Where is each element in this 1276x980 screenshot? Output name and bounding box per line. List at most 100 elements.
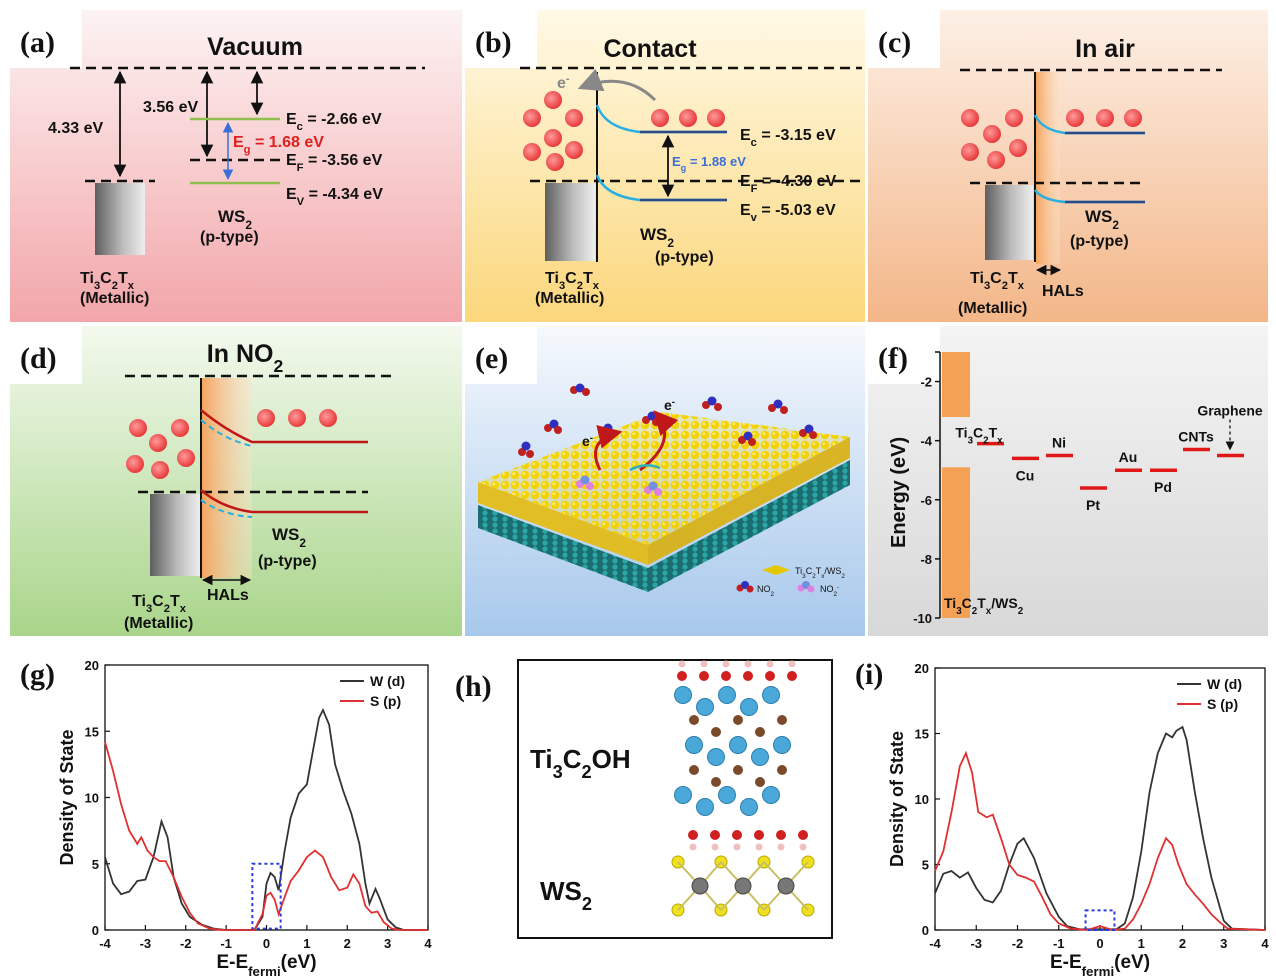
c-atom <box>777 715 787 725</box>
panel-b: (b) Contact Eg = 1.88 eV Ec = -3.15 eV E… <box>465 10 865 322</box>
ws2-structure <box>671 855 815 917</box>
slab-layer <box>478 482 648 565</box>
no2-molecule <box>518 441 534 458</box>
material-label-4: Au <box>1119 449 1138 465</box>
c-atom <box>711 777 721 787</box>
ec-value: Ec = -2.66 eV <box>286 111 382 133</box>
electron-dot <box>171 419 189 437</box>
energy-tick-label: -4 <box>920 434 932 449</box>
x-tick-label: 3 <box>1220 936 1227 951</box>
no2-minus-legend-swatch <box>797 581 815 593</box>
slab-front-right-side <box>648 460 850 592</box>
c-atom <box>733 715 743 725</box>
x-tick-label: -3 <box>140 936 152 951</box>
panel-label-box <box>868 10 940 68</box>
ef-value: EF = -3.56 eV <box>286 152 383 174</box>
energy-tick-label: -6 <box>920 493 932 508</box>
panel-c: (c) In air HALs WS2 (p-type) Ti3C2Tx (Me… <box>868 10 1268 322</box>
hal-region <box>202 378 252 578</box>
panel-a: (a) Vacuum 4.33 eV Ti3C2Tx (Metallic) 3.… <box>10 10 462 322</box>
panel-h: (h) Ti3C2OH WS2 <box>455 659 833 939</box>
bent-conduction-curve <box>595 104 727 134</box>
material-label-6: CNTs <box>1178 429 1214 445</box>
ti-atom <box>696 698 714 716</box>
x-tick-label: 1 <box>1138 936 1145 951</box>
ti-atom <box>729 736 747 754</box>
electron-dot <box>149 434 167 452</box>
material-label-0: Ti3C2Tx <box>955 425 1003 447</box>
composite-band-blocks <box>942 352 970 618</box>
panel-a-label: (a) <box>20 26 55 59</box>
energy-ticks: -2 -4 -6 -8 -10 <box>913 351 940 626</box>
panel-f: (f) Energy (eV) -2 -4 -6 -8 -10 Ti3C2Tx Cu Ni P… <box>868 326 1268 636</box>
original-conduction-curve <box>200 419 253 447</box>
electron-dot <box>987 151 1005 169</box>
x-tick-label: 4 <box>424 936 432 951</box>
y-tick-label: 20 <box>85 658 99 673</box>
energy-tick-label: -8 <box>920 552 932 567</box>
h-atom <box>788 660 796 668</box>
ws2-name: WS2 <box>640 225 674 250</box>
electron-dot <box>961 109 979 127</box>
panel-h-label: (h) <box>455 670 492 703</box>
ti3c2oh-structure <box>674 660 808 851</box>
y-tick-label: 10 <box>85 791 99 806</box>
ti-atom <box>707 748 725 766</box>
electron-dot <box>151 461 169 479</box>
o-atom <box>699 671 709 681</box>
no2-molecule <box>738 431 756 446</box>
electron-label: e- <box>557 73 570 92</box>
legend-no2: NO2 <box>757 584 775 598</box>
bent-valence-curve <box>1033 189 1145 204</box>
energy-tick-label: -10 <box>913 611 932 626</box>
no2-molecule <box>702 396 722 411</box>
ti-atom <box>718 786 736 804</box>
fermi-highlight-box <box>251 862 282 930</box>
x-tick-label: 3 <box>384 936 391 951</box>
panel-b-title: Contact <box>603 35 697 63</box>
electron-dot <box>523 109 541 127</box>
slab-layer <box>648 437 850 565</box>
legend-label-0: W (d) <box>370 673 405 689</box>
metal-name: Ti3C2Tx <box>132 593 187 615</box>
dos-chart-g: -4 -3 -2 -1 0 1 2 3 4 0 5 10 15 20 E-Efermi(eV) Density… <box>57 658 432 979</box>
ti-atom <box>674 786 692 804</box>
y-axis-label: Density of State <box>57 729 77 865</box>
surface-charge-arrow <box>629 464 661 472</box>
composite-label: Ti3C2Tx/WS2 <box>944 595 1024 617</box>
no2-molecule <box>768 399 788 414</box>
panel-g: (g) -4 -3 -2 -1 0 1 2 3 4 0 5 10 15 20 E-Efermi(eV) Den… <box>10 640 432 979</box>
x-axis-label: E-Efermi(eV) <box>216 952 316 979</box>
electron-dot <box>651 109 669 127</box>
o-atom <box>798 830 808 840</box>
electron-dot <box>544 91 562 109</box>
metal-block <box>95 183 145 255</box>
composite-conduction-block <box>942 352 970 418</box>
panel-i-label: (i) <box>855 658 883 691</box>
o-atom <box>754 830 764 840</box>
x-tick-label: -1 <box>1053 936 1065 951</box>
ti-atom <box>685 736 703 754</box>
h-atom <box>799 843 807 851</box>
bent-conduction-curve <box>1033 114 1145 135</box>
electron-dots <box>126 409 337 479</box>
material-label-5: Pd <box>1154 479 1172 495</box>
electron-dot <box>546 153 564 171</box>
h-atom <box>700 660 708 668</box>
workfunction-levels: Ti3C2Tx Cu Ni Pt Au Pd CNTs Graphene <box>955 402 1263 513</box>
panel-i: (i) -4 -3 -2 -1 0 1 2 3 4 0 5 10 15 20 E-Efermi(eV) Den… <box>845 640 1269 979</box>
x-tick-label: 4 <box>1261 936 1269 951</box>
h-atom <box>689 843 697 851</box>
legend-no2-minus: NO2- <box>820 584 839 598</box>
ti-atom <box>773 736 791 754</box>
ti-atom <box>762 786 780 804</box>
dos-chart-i: -4 -3 -2 -1 0 1 2 3 4 0 5 10 15 20 E-Efermi(eV) Density… <box>887 661 1269 979</box>
electron-label: e- <box>582 433 593 450</box>
electron-transfer-arrow <box>577 68 657 102</box>
w-atom <box>691 877 709 895</box>
h-atom <box>744 660 752 668</box>
x-axis-label: E-Efermi(eV) <box>1050 952 1150 979</box>
panel-label-box <box>10 10 82 68</box>
ws2-structure-label: WS2 <box>540 876 592 914</box>
electron-dot <box>1009 139 1027 157</box>
